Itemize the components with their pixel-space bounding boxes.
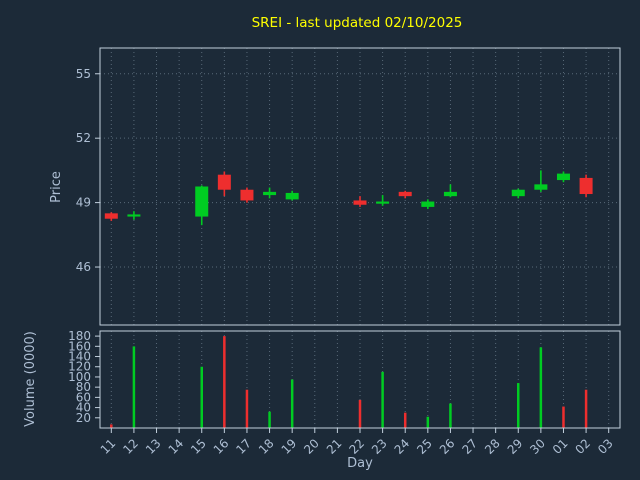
volume-tick-label: 180 <box>68 329 91 343</box>
x-tick-label: 01 <box>550 436 571 457</box>
x-tick-label: 21 <box>324 436 345 457</box>
x-tick-label: 19 <box>279 436 300 457</box>
x-tick-label: 14 <box>166 436 187 457</box>
chart-title: SREI - last updated 02/10/2025 <box>252 15 463 31</box>
x-tick-label: 28 <box>482 436 503 457</box>
candle-body <box>511 189 525 197</box>
candle-body <box>240 189 254 201</box>
x-tick-label: 20 <box>301 436 322 457</box>
x-tick-label: 23 <box>369 436 390 457</box>
candle-body <box>579 177 593 195</box>
x-tick-label: 16 <box>211 436 232 457</box>
x-tick-label: 15 <box>188 436 209 457</box>
x-tick-label: 26 <box>437 436 458 457</box>
candle-body <box>421 201 435 207</box>
candle-body <box>534 184 548 190</box>
volume-tick-label: 120 <box>68 360 91 374</box>
x-tick-label: 11 <box>98 436 119 457</box>
candle-body <box>376 201 390 204</box>
candle-body <box>398 191 412 197</box>
candle-body <box>217 174 231 190</box>
candle-body <box>353 200 367 205</box>
price-tick-label: 49 <box>76 196 91 210</box>
x-axis-label: Day <box>347 456 373 471</box>
volume-tick-label: 40 <box>76 401 91 415</box>
price-tick-label: 46 <box>76 260 91 274</box>
volume-tick-label: 160 <box>68 339 91 353</box>
x-tick-label: 12 <box>120 436 141 457</box>
candle-body <box>263 191 277 196</box>
price-panel-frame <box>99 47 621 326</box>
price-tick-label: 55 <box>76 67 91 81</box>
x-tick-label: 02 <box>573 436 594 457</box>
x-tick-label: 29 <box>505 436 526 457</box>
candle-body <box>104 213 118 219</box>
x-tick-label: 13 <box>143 436 164 457</box>
candle-body <box>285 192 299 200</box>
price-tick-label: 52 <box>76 131 91 145</box>
candle-body <box>443 191 457 197</box>
volume-tick-label: 80 <box>76 380 91 394</box>
candle-body <box>556 173 570 181</box>
x-tick-label: 17 <box>233 436 254 457</box>
volume-tick-label: 100 <box>68 370 91 384</box>
candle-body <box>195 186 209 217</box>
x-tick-label: 03 <box>595 436 616 457</box>
candle-body <box>127 214 141 217</box>
x-tick-label: 22 <box>346 436 367 457</box>
x-tick-label: 18 <box>256 436 277 457</box>
x-tick-label: 27 <box>459 436 480 457</box>
x-tick-label: 30 <box>527 436 548 457</box>
price-axis-label: Price <box>49 171 64 203</box>
x-tick-label: 25 <box>414 436 435 457</box>
volume-axis-label: Volume (0000) <box>23 331 38 427</box>
volume-tick-label: 60 <box>76 390 91 404</box>
volume-tick-label: 140 <box>68 350 91 364</box>
volume-tick-label: 20 <box>76 411 91 425</box>
x-tick-label: 24 <box>392 436 413 457</box>
